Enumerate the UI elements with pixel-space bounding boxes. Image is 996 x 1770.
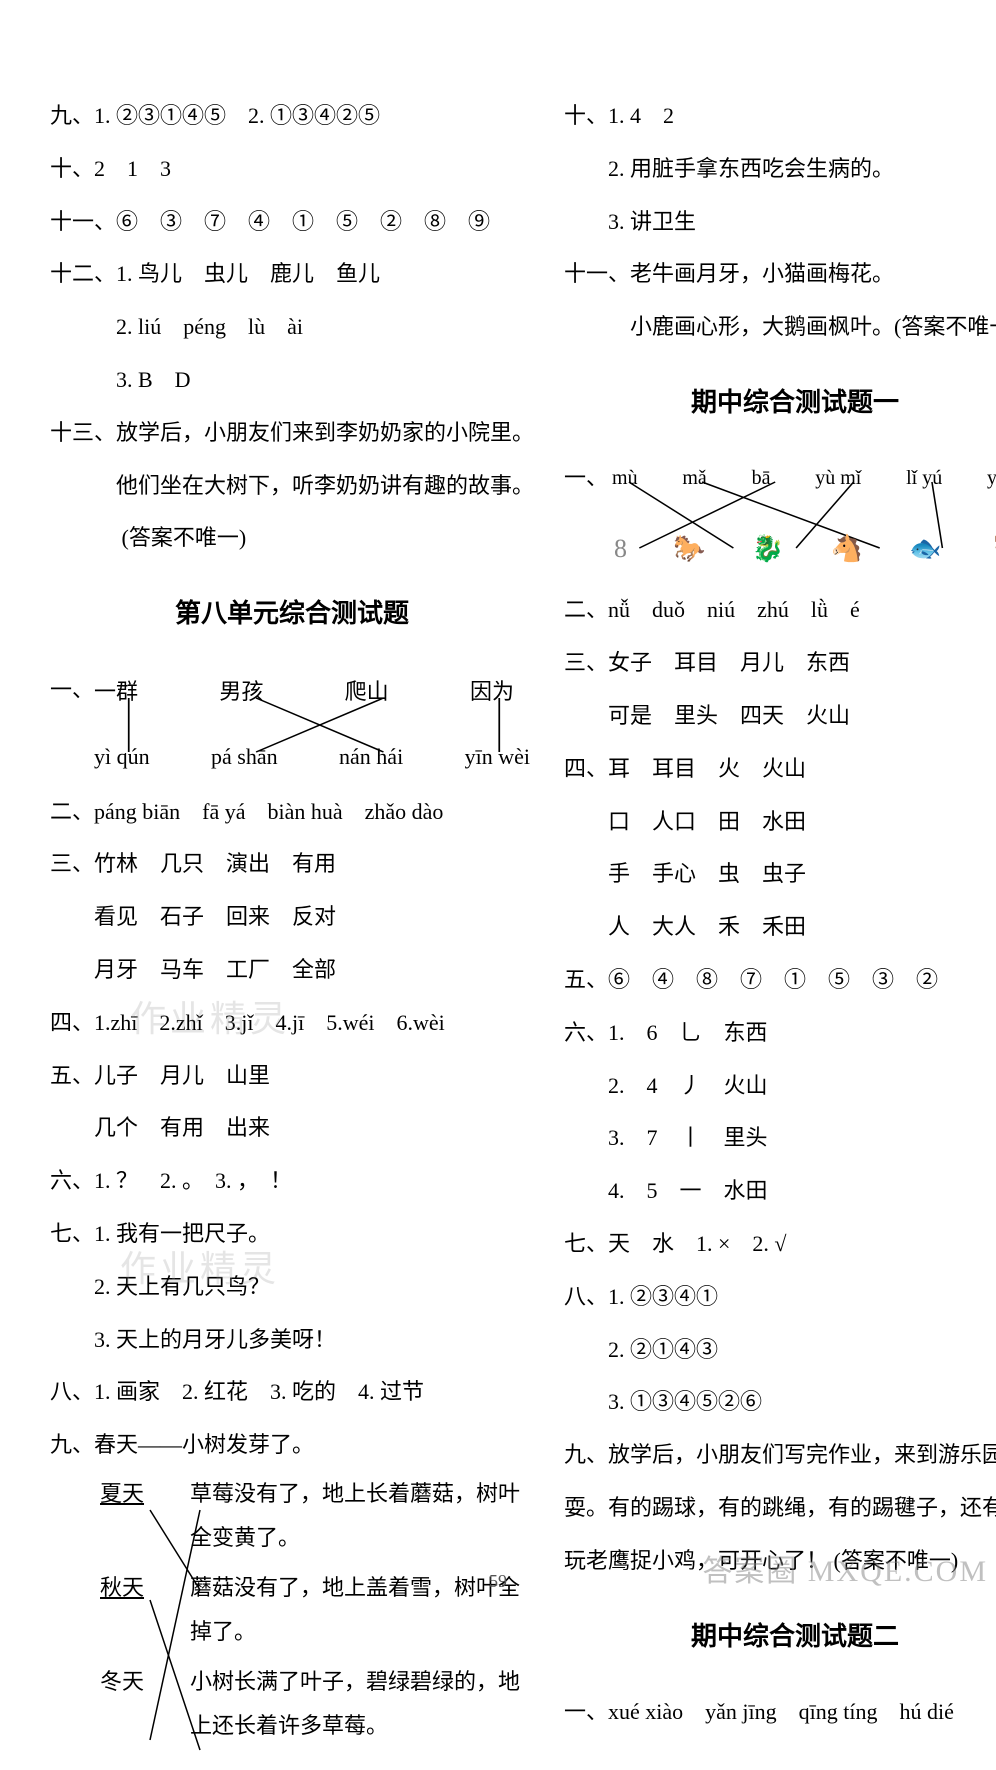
text-line: 九、春天——小树发芽了。 xyxy=(50,1419,534,1472)
text-line: 3. 7 丨 里头 xyxy=(564,1112,996,1165)
text-line: 九、放学后，小朋友们写完作业，来到游乐园玩 xyxy=(564,1429,996,1482)
diag-pinyin: nán hái xyxy=(339,731,403,784)
text-line: 十三、放学后，小朋友们来到李奶奶家的小院里。 xyxy=(50,407,534,460)
text-line: 看见 石子 回来 反对 xyxy=(50,891,534,944)
matching-diagram-1: 一群 男孩 爬山 因为 yì qún pá shān nán hái yīn w… xyxy=(94,670,534,780)
season-autumn: 秋天 xyxy=(100,1566,160,1610)
text-line: 手 手心 虫 虫子 xyxy=(564,848,996,901)
text-line: 七、1. 我有一把尺子。 xyxy=(50,1208,534,1261)
text-line: 他们坐在大树下，听李奶奶讲有趣的故事。 xyxy=(50,460,534,513)
text-line: 四、耳 耳目 火 火山 xyxy=(564,743,996,796)
seasons-matching: 夏天 草莓没有了，地上长着蘑菇，树叶全变黄了。 秋天 蘑菇没有了，地上盖着雪，树… xyxy=(100,1472,534,1748)
text-line: 二、páng biān fā yá biàn huà zhǎo dào xyxy=(50,786,534,839)
diag-pinyin: yì qún xyxy=(94,731,150,784)
text-line: 2. 用脏手拿东西吃会生病的。 xyxy=(564,143,996,196)
mid-exam-1-heading: 期中综合测试题一 xyxy=(564,372,996,434)
text-line: 五、儿子 月儿 山里 xyxy=(50,1050,534,1103)
page-number: 59 xyxy=(489,1571,507,1592)
text-line: 十一、⑥ ③ ⑦ ④ ① ⑤ ② ⑧ ⑨ xyxy=(50,196,534,249)
left-column: 九、1. ②③①④⑤ 2. ①③④②⑤ 十、2 1 3 十一、⑥ ③ ⑦ ④ ①… xyxy=(50,90,534,1748)
season-text: 小树长满了叶子，碧绿碧绿的，地上还长着许多草莓。 xyxy=(160,1660,534,1748)
text-line: 三、女子 耳目 月儿 东西 xyxy=(564,637,996,690)
text-line: 二、nǚ duǒ niú zhú lǜ é xyxy=(564,584,996,637)
text-line: 3. ①③④⑤②⑥ xyxy=(564,1376,996,1429)
match-icon: 🐴 xyxy=(830,518,862,580)
season-summer: 夏天 xyxy=(100,1472,160,1516)
text-line: 三、竹林 几只 演出 有用 xyxy=(50,838,534,891)
match-icon: 🐟 xyxy=(909,518,941,580)
text-line: 人 大人 禾 禾田 xyxy=(564,901,996,954)
text-line: (答案不唯一) xyxy=(50,512,534,565)
text-line: 可是 里头 四天 火山 xyxy=(564,690,996,743)
mid-exam-2-heading: 期中综合测试题二 xyxy=(564,1606,996,1668)
match-icon: 🪑 xyxy=(988,518,996,580)
text-line: 2. 4 丿 火山 xyxy=(564,1060,996,1113)
text-line: 月牙 马车 工厂 全部 xyxy=(50,944,534,997)
season-text: 草莓没有了，地上长着蘑菇，树叶全变黄了。 xyxy=(160,1472,534,1560)
text-line: 2. ②①④③ xyxy=(564,1324,996,1377)
season-winter: 冬天 xyxy=(100,1660,160,1704)
unit-8-heading: 第八单元综合测试题 xyxy=(50,583,534,645)
q1-label: 一、 xyxy=(50,664,94,717)
text-line: 六、1. ？ 2. 。 3. ， ！ xyxy=(50,1155,534,1208)
text-line: 四、1.zhī 2.zhǐ 3.jǐ 4.jī 5.wéi 6.wèi xyxy=(50,997,534,1050)
matching-diagram-2: mù mǎ bā yù mǐ lǐ yú yǐ zi 8 xyxy=(608,458,996,578)
text-line: 小鹿画心形，大鹅画枫叶。(答案不唯一) xyxy=(564,301,996,354)
text-line: 2. 天上有几只鸟？ xyxy=(50,1261,534,1314)
text-line: 3. 天上的月牙儿多美呀！ xyxy=(50,1314,534,1367)
text-line: 2. liú péng lù ài xyxy=(50,301,534,354)
diag-pinyin: pá shān xyxy=(211,731,278,784)
match-icon: 8 xyxy=(614,518,627,580)
match-icon: 🐉 xyxy=(752,518,784,580)
mid-q1-label: 一、 xyxy=(564,452,608,505)
text-line: 一、xué xiào yǎn jīng qīng tíng hú dié xyxy=(564,1686,996,1739)
text-line: 九、1. ②③①④⑤ 2. ①③④②⑤ xyxy=(50,90,534,143)
text-line: 3. B D xyxy=(50,354,534,407)
text-line: 七、天 水 1. × 2. √ xyxy=(564,1218,996,1271)
text-line: 耍。有的踢球，有的跳绳，有的踢毽子，还有的 xyxy=(564,1482,996,1535)
text-line: 4. 5 一 水田 xyxy=(564,1165,996,1218)
text-line: 几个 有用 出来 xyxy=(50,1102,534,1155)
diag-pinyin: yīn wèi xyxy=(465,731,530,784)
text-line: 十一、老牛画月牙，小猫画梅花。 xyxy=(564,248,996,301)
two-column-layout: 九、1. ②③①④⑤ 2. ①③④②⑤ 十、2 1 3 十一、⑥ ③ ⑦ ④ ①… xyxy=(50,90,946,1748)
text-line: 十二、1. 鸟儿 虫儿 鹿儿 鱼儿 xyxy=(50,248,534,301)
right-column: 十、1. 4 2 2. 用脏手拿东西吃会生病的。 3. 讲卫生 十一、老牛画月牙… xyxy=(564,90,996,1748)
text-line: 八、1. 画家 2. 红花 3. 吃的 4. 过节 xyxy=(50,1366,534,1419)
text-line: 3. 讲卫生 xyxy=(564,196,996,249)
match-icon: 🐎 xyxy=(673,518,705,580)
text-line: 十、2 1 3 xyxy=(50,143,534,196)
text-line: 口 人口 田 水田 xyxy=(564,796,996,849)
text-line: 六、1. 6 乚 东西 xyxy=(564,1007,996,1060)
text-line: 五、⑥ ④ ⑧ ⑦ ① ⑤ ③ ② xyxy=(564,954,996,1007)
text-line: 十、1. 4 2 xyxy=(564,90,996,143)
season-text: 蘑菇没有了，地上盖着雪，树叶全掉了。 xyxy=(160,1566,534,1654)
text-line: 八、1. ②③④① xyxy=(564,1271,996,1324)
corner-watermark: 答案圈 MXQE.COM xyxy=(702,1555,988,1588)
